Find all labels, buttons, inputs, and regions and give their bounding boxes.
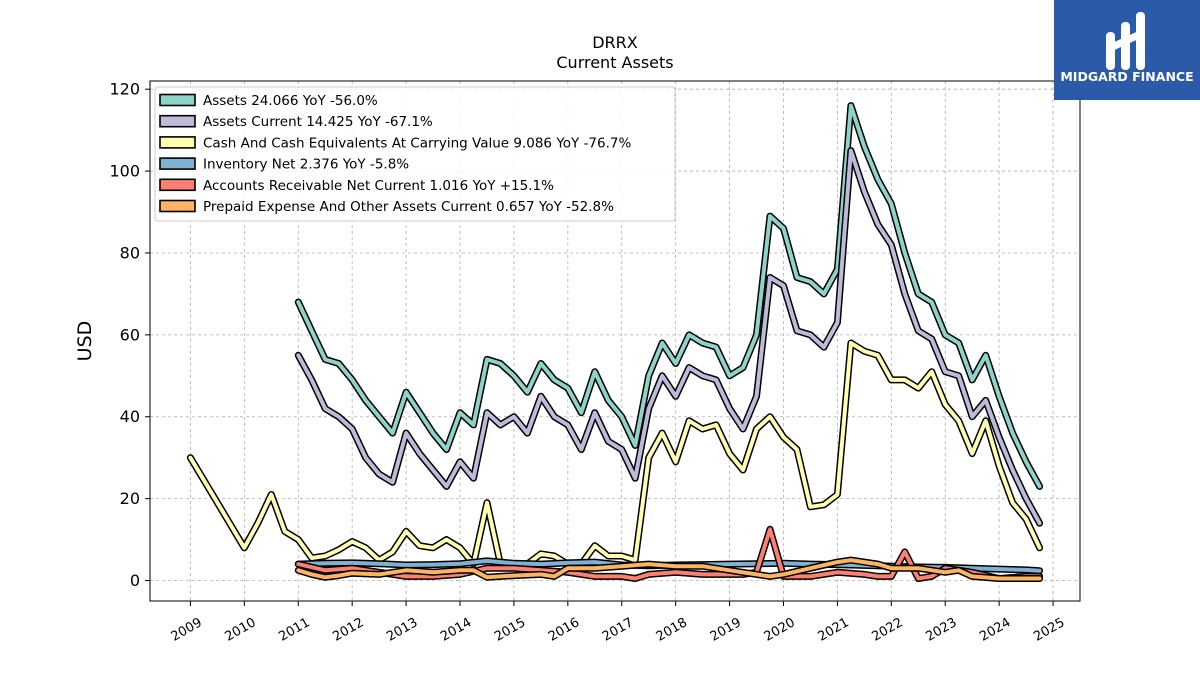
series-line: [296, 103, 1042, 489]
series-5: [294, 556, 1044, 582]
y-tick-label: 120: [109, 80, 140, 99]
y-tick-label: 20: [120, 489, 140, 508]
y-tick-label: 80: [120, 243, 140, 262]
legend-swatch: [159, 114, 196, 128]
legend-box: [154, 86, 676, 222]
series-line: [296, 148, 1042, 526]
legend-entry-label: Prepaid Expense And Other Assets Current…: [203, 199, 614, 215]
logo-wordmark: MIDGARD FINANCE: [1060, 69, 1193, 84]
y-axis-label: USD: [74, 321, 96, 362]
brand-logo: MIDGARD FINANCE: [1054, 0, 1200, 100]
y-tick-label: 40: [120, 407, 140, 426]
legend-swatch: [159, 93, 196, 107]
y-tick-label: 60: [120, 325, 140, 344]
legend: Assets 24.066 YoY -56.0% Assets Current 1…: [154, 86, 676, 222]
y-tick-label: 100: [109, 162, 140, 181]
midgard-logo-icon: [1106, 12, 1145, 70]
legend-swatch: [159, 199, 196, 213]
series-0: [294, 102, 1044, 490]
legend-swatch: [159, 178, 196, 192]
series-line: [188, 341, 1042, 567]
chart-subtitle: Current Assets: [556, 53, 673, 72]
legend-entry-label: Accounts Receivable Net Current 1.016 Yo…: [203, 178, 554, 194]
legend-swatch: [159, 157, 196, 170]
legend-entry-label: Assets 24.066 YoY -56.0%: [203, 93, 378, 109]
series-4: [294, 525, 1044, 582]
chart-title: DRRX: [592, 33, 638, 52]
legend-entry-label: Inventory Net 2.376 YoY -5.8%: [203, 157, 409, 173]
series-lines: [186, 102, 1044, 582]
legend-swatch: [159, 136, 196, 149]
y-tick-label: 0: [130, 571, 140, 590]
series-1: [294, 147, 1044, 527]
series-line: [296, 558, 1042, 581]
series-2: [186, 339, 1044, 568]
plot-frame: [149, 80, 1081, 602]
series-line: [296, 527, 1042, 581]
legend-entry-label: Assets Current 14.425 YoY -67.1%: [203, 114, 433, 130]
legend-entry-label: Cash And Cash Equivalents At Carrying Va…: [203, 135, 631, 151]
